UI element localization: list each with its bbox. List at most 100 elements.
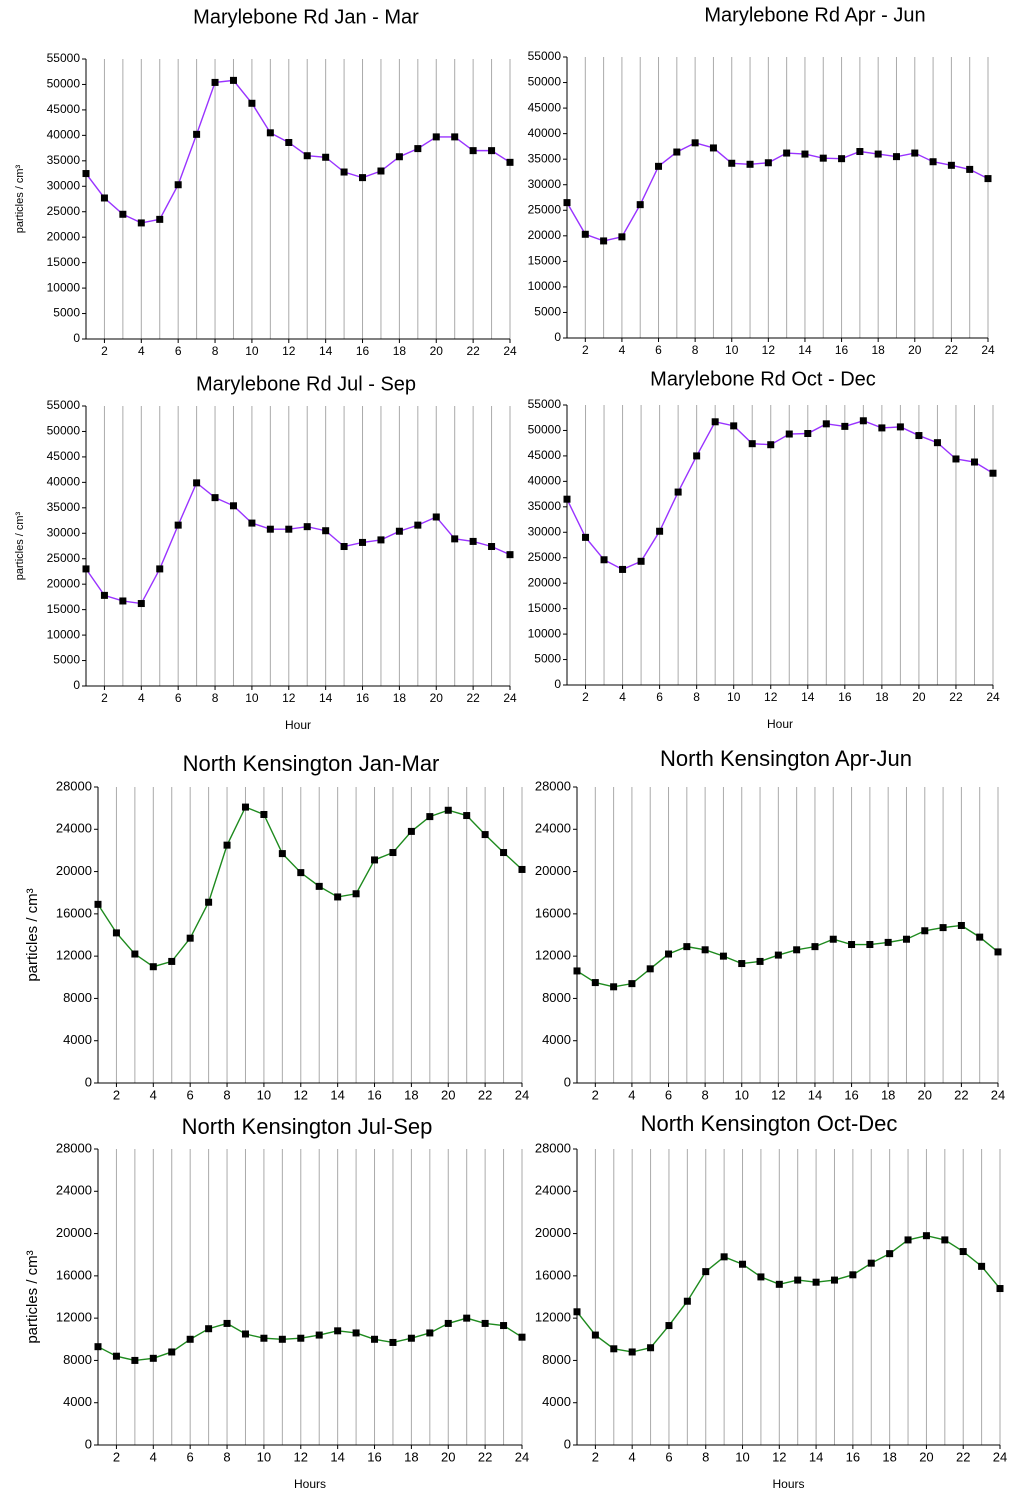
data-point [921,927,929,935]
chart-title: North Kensington Oct-Dec [641,1111,898,1136]
data-point [783,149,791,157]
y-tick-label: 20000 [47,229,81,243]
y-axis-label: particles / cm³ [14,164,26,233]
data-point [186,1335,194,1343]
x-tick-label: 4 [138,344,145,358]
data-point [628,980,636,988]
data-point [500,1322,508,1330]
data-point [581,230,589,238]
data-point [929,158,937,166]
y-tick-label: 4000 [63,1394,92,1409]
x-tick-label: 10 [735,1449,749,1464]
y-tick-label: 20000 [56,863,92,878]
chart-title: Marylebone Rd Jan - Mar [193,6,419,28]
y-tick-label: 30000 [47,525,81,539]
data-point [211,78,219,86]
data-point [774,951,782,959]
x-tick-label: 24 [503,691,517,705]
data-point [377,536,385,544]
y-tick-label: 30000 [528,524,562,538]
chart-title: Marylebone Rd Oct - Dec [650,368,876,390]
data-point [359,174,367,182]
data-point [849,1271,857,1279]
data-point [414,521,422,529]
x-tick-label: 18 [404,1087,418,1102]
data-point [610,983,618,991]
chart-title: Marylebone Rd Jul - Sep [196,373,416,395]
data-point [359,538,367,546]
data-point [730,422,738,430]
x-tick-label: 2 [582,343,589,357]
x-tick-label: 24 [986,690,1000,704]
x-tick-label: 12 [764,690,778,704]
y-tick-label: 5000 [53,306,80,320]
x-tick-label: 12 [771,1087,785,1102]
data-point [738,960,746,968]
data-point [804,430,812,438]
data-point [811,943,819,951]
data-point [137,600,145,608]
y-tick-label: 15000 [528,254,562,268]
chart: Marylebone Rd Apr - Jun 0 5000 10000 15000 20… [528,4,995,357]
y-tick-label: 45000 [47,449,81,463]
y-tick-label: 4000 [542,1032,571,1047]
x-tick-label: 10 [245,344,259,358]
data-point [444,806,452,814]
x-tick-label: 22 [945,343,959,357]
data-point [248,519,256,527]
data-point [266,525,274,533]
data-point [149,1354,157,1362]
y-tick-label: 45000 [528,100,562,114]
x-tick-label: 10 [725,343,739,357]
x-tick-label: 18 [393,691,407,705]
data-point [451,535,459,543]
y-axis-label: particles / cm³ [24,888,41,981]
x-tick-label: 20 [430,344,444,358]
x-tick-label: 10 [257,1449,271,1464]
x-tick-label: 24 [515,1449,529,1464]
data-point [719,952,727,960]
x-tick-label: 6 [665,1449,672,1464]
y-tick-label: 55000 [47,51,81,65]
y-tick-label: 50000 [528,423,562,437]
data-point [488,543,496,551]
data-point [966,165,974,173]
y-tick-label: 25000 [528,202,562,216]
chart: North Kensington Apr-Jun 0 4000 8000 12000 16… [535,746,1005,1103]
y-tick-label: 28000 [535,1140,571,1155]
data-point [647,1344,655,1352]
data-point [866,941,874,949]
data-point [500,849,508,857]
y-tick-label: 55000 [528,397,562,411]
y-tick-label: 55000 [47,398,81,412]
data-point [205,1325,213,1333]
data-point [984,175,992,183]
y-tick-label: 0 [554,677,561,691]
x-tick-label: 10 [245,691,259,705]
data-point [223,1319,231,1327]
x-tick-label: 12 [772,1449,786,1464]
data-point [674,488,682,496]
data-point [119,210,127,218]
chart-title: North Kensington Jan-Mar [183,751,440,776]
x-tick-label: 8 [702,1087,709,1102]
y-tick-label: 4000 [63,1032,92,1047]
data-point [248,99,256,107]
y-tick-label: 15000 [47,255,81,269]
data-point [518,1333,526,1341]
data-point [260,1334,268,1342]
y-tick-label: 24000 [56,1183,92,1198]
y-tick-label: 20000 [535,863,571,878]
data-point [315,882,323,890]
x-tick-label: 4 [628,1087,635,1102]
x-tick-label: 6 [656,690,663,704]
data-point [432,133,440,141]
x-tick-label: 20 [908,343,922,357]
x-tick-label: 14 [319,344,333,358]
y-tick-label: 16000 [535,1267,571,1282]
x-tick-label: 16 [838,690,852,704]
x-tick-label: 14 [319,691,333,705]
data-point [848,941,856,949]
x-tick-label: 20 [918,1087,932,1102]
x-tick-label: 24 [503,344,517,358]
